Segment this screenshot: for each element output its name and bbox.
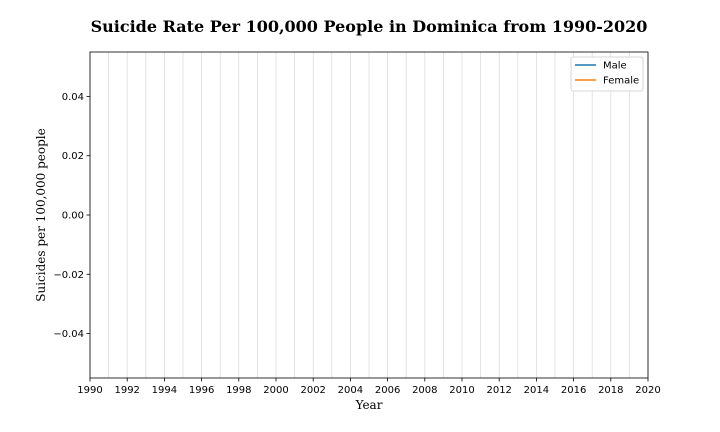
- x-tick-label: 2012: [486, 385, 511, 396]
- y-tick-label: −0.02: [53, 270, 84, 281]
- x-axis-label: Year: [355, 398, 383, 412]
- x-tick-label: 1992: [114, 385, 139, 396]
- x-tick-label: 1996: [189, 385, 214, 396]
- x-tick-label: 1998: [226, 385, 251, 396]
- x-tick-label: 2000: [263, 385, 288, 396]
- x-tick-label: 2006: [375, 385, 400, 396]
- chart-title: Suicide Rate Per 100,000 People in Domin…: [91, 17, 648, 36]
- x-tick-label: 2018: [598, 385, 623, 396]
- x-tick-label: 2016: [561, 385, 586, 396]
- legend-label-female: Female: [603, 76, 639, 87]
- grid-lines: [89, 52, 649, 378]
- x-tick-label: 1990: [77, 385, 102, 396]
- y-axis-ticks: 0.04 0.02 0.00 −0.02 −0.04: [53, 92, 90, 340]
- x-tick-label: 2004: [338, 385, 363, 396]
- legend-label-male: Male: [603, 61, 627, 72]
- y-tick-label: 0.04: [62, 92, 84, 103]
- y-tick-label: 0.02: [62, 151, 84, 162]
- y-tick-label: −0.04: [53, 329, 84, 340]
- y-axis-label: Suicides per 100,000 people: [34, 128, 48, 302]
- legend: Male Female: [570, 56, 644, 92]
- x-tick-label: 2014: [524, 385, 549, 396]
- x-tick-label: 2020: [635, 385, 660, 396]
- x-axis-ticks: 1990 1992 1994 1996 1998 2000 2002 2004 2006 2008…: [77, 378, 661, 396]
- x-tick-label: 1994: [152, 385, 177, 396]
- y-tick-label: 0.00: [62, 211, 84, 222]
- x-tick-label: 2010: [449, 385, 474, 396]
- x-tick-label: 2008: [412, 385, 437, 396]
- x-tick-label: 2002: [300, 385, 325, 396]
